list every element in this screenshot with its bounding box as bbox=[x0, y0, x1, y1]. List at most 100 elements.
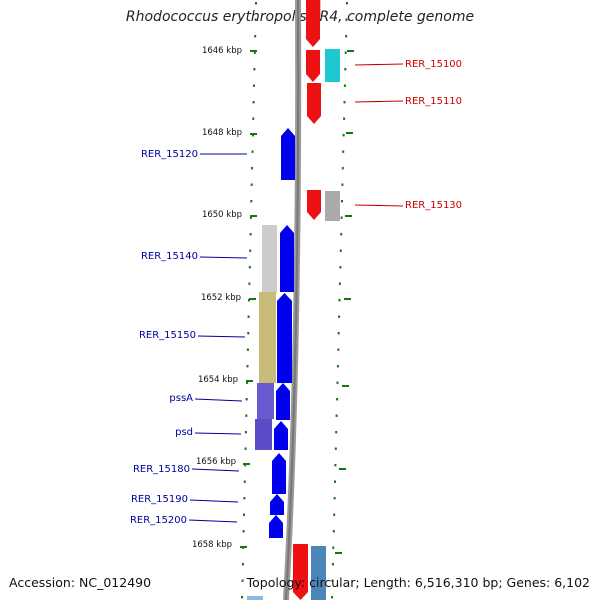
gene-label-leader bbox=[354, 63, 404, 66]
gene-label-leader bbox=[197, 335, 246, 338]
gene-arrow[interactable] bbox=[306, 0, 320, 47]
dot-left-guide bbox=[243, 497, 246, 500]
dot-right-guide bbox=[331, 596, 334, 599]
dot-left-guide bbox=[253, 68, 256, 71]
dot-right-guide bbox=[344, 68, 347, 71]
dot-left-guide bbox=[248, 299, 250, 302]
scale-tick-mark-outer bbox=[342, 385, 349, 387]
gene-label[interactable]: psd bbox=[175, 427, 193, 438]
gene-label[interactable]: RER_15100 bbox=[405, 59, 462, 70]
scale-tick-mark bbox=[240, 546, 247, 548]
gene-arrow-rer-15200[interactable] bbox=[269, 515, 283, 538]
gene-arrow-rer-15120[interactable] bbox=[281, 128, 295, 180]
dot-left-guide bbox=[251, 167, 254, 170]
dot-left-guide bbox=[250, 200, 253, 203]
dot-right-guide bbox=[340, 233, 343, 236]
gene-label[interactable]: RER_15150 bbox=[139, 330, 196, 341]
gene-label[interactable]: RER_15120 bbox=[141, 149, 198, 160]
dot-left-guide bbox=[249, 216, 252, 219]
cog-box-violet-2 bbox=[255, 419, 272, 450]
dot-right-guide bbox=[340, 216, 343, 219]
gene-label[interactable]: RER_15110 bbox=[405, 96, 462, 107]
cog-box-steelblue bbox=[311, 546, 326, 600]
dot-right-guide bbox=[338, 282, 341, 285]
scale-tick-mark bbox=[250, 133, 257, 135]
gene-label[interactable]: pssA bbox=[169, 393, 193, 404]
dot-right-guide bbox=[335, 414, 338, 417]
gene-arrow-pssa[interactable] bbox=[276, 383, 290, 420]
gene-label[interactable]: RER_15130 bbox=[405, 200, 462, 211]
dot-left-guide bbox=[244, 431, 247, 434]
cog-box-violet-1 bbox=[257, 383, 274, 419]
gene-label[interactable]: RER_15140 bbox=[141, 251, 198, 262]
cog-box-olive bbox=[259, 292, 276, 383]
dot-right-guide bbox=[339, 249, 342, 252]
dot-left-guide bbox=[244, 447, 247, 450]
dot-right-guide bbox=[345, 2, 348, 5]
cog-category-boxes bbox=[247, 0, 340, 600]
scale-tick-label: 1650 kbp bbox=[202, 210, 242, 220]
scale-tick-mark bbox=[250, 215, 257, 217]
cog-box-grey-right bbox=[325, 191, 340, 221]
dot-left-guide bbox=[245, 414, 248, 417]
dot-left-guide bbox=[247, 332, 250, 335]
dot-left-guide bbox=[248, 282, 251, 285]
dot-left-guide bbox=[242, 530, 245, 533]
dotted-guides bbox=[241, 2, 348, 599]
dot-left-guide bbox=[241, 563, 244, 566]
dot-left-guide bbox=[252, 117, 255, 120]
gene-arrow-rer-15130[interactable] bbox=[307, 190, 321, 220]
scale-tick-label: 1654 kbp bbox=[198, 375, 238, 385]
dot-left-guide bbox=[249, 249, 252, 252]
scale-tick-mark bbox=[250, 50, 257, 52]
dot-right-guide bbox=[342, 150, 345, 153]
gene-arrow-rer-15140[interactable] bbox=[280, 225, 294, 292]
genome-backbone-highlight bbox=[285, 0, 300, 600]
dot-left-guide bbox=[243, 480, 246, 483]
dot-right-guide bbox=[341, 183, 344, 186]
dot-right-guide bbox=[334, 447, 337, 450]
dot-right-guide bbox=[338, 299, 341, 302]
gene-arrow-rer-15190[interactable] bbox=[270, 494, 284, 515]
gene-arrow[interactable] bbox=[293, 544, 308, 600]
dot-right-guide bbox=[344, 51, 347, 54]
dot-right-guide bbox=[345, 35, 348, 38]
gene-arrow-rer-15110[interactable] bbox=[307, 83, 321, 124]
scale-tick-label: 1656 kbp bbox=[196, 457, 236, 467]
dot-left-guide bbox=[243, 513, 245, 516]
gene-arrow-rer-15100[interactable] bbox=[306, 50, 320, 82]
gene-label[interactable]: RER_15180 bbox=[133, 464, 190, 475]
dot-right-guide bbox=[343, 117, 346, 120]
scale-tick-mark-outer bbox=[345, 215, 352, 217]
accession-text: Accession: NC_012490 bbox=[9, 575, 152, 590]
scale-tick-label: 1648 kbp bbox=[202, 128, 242, 138]
gene-labels: RER_15100 RER_15110 RER_15120 RER_15130 RER_… bbox=[130, 59, 462, 526]
scale-tick-mark-outer bbox=[347, 50, 354, 52]
gene-arrow-rer-15150[interactable] bbox=[277, 293, 292, 383]
dot-right-guide bbox=[339, 266, 342, 269]
dot-left-guide bbox=[244, 464, 247, 467]
scale-tick-label: 1652 kbp bbox=[201, 293, 241, 303]
gene-label[interactable]: RER_15200 bbox=[130, 515, 187, 526]
dot-left-guide bbox=[251, 134, 254, 137]
dot-right-guide bbox=[333, 513, 336, 516]
dot-left-guide bbox=[251, 150, 254, 153]
dot-left-guide bbox=[254, 18, 257, 21]
dot-right-guide bbox=[331, 579, 334, 582]
gene-label[interactable]: RER_15190 bbox=[131, 494, 188, 505]
gene-arrow-psd[interactable] bbox=[274, 421, 288, 450]
gene-arrow-rer-15180[interactable] bbox=[272, 453, 286, 494]
scale-tick-label: 1658 kbp bbox=[192, 540, 232, 550]
dot-left-guide bbox=[253, 84, 255, 87]
gene-label-leader bbox=[354, 100, 404, 103]
gene-label-leader bbox=[188, 519, 238, 523]
scale-tick-mark-outer bbox=[339, 468, 346, 470]
dot-right-guide bbox=[337, 332, 340, 335]
scale-tick-mark bbox=[249, 298, 256, 300]
dot-left-guide bbox=[241, 596, 244, 599]
gene-label-leader bbox=[189, 499, 239, 503]
dot-left-guide bbox=[245, 398, 248, 401]
dot-left-guide bbox=[246, 381, 249, 384]
dot-right-guide bbox=[338, 315, 341, 318]
